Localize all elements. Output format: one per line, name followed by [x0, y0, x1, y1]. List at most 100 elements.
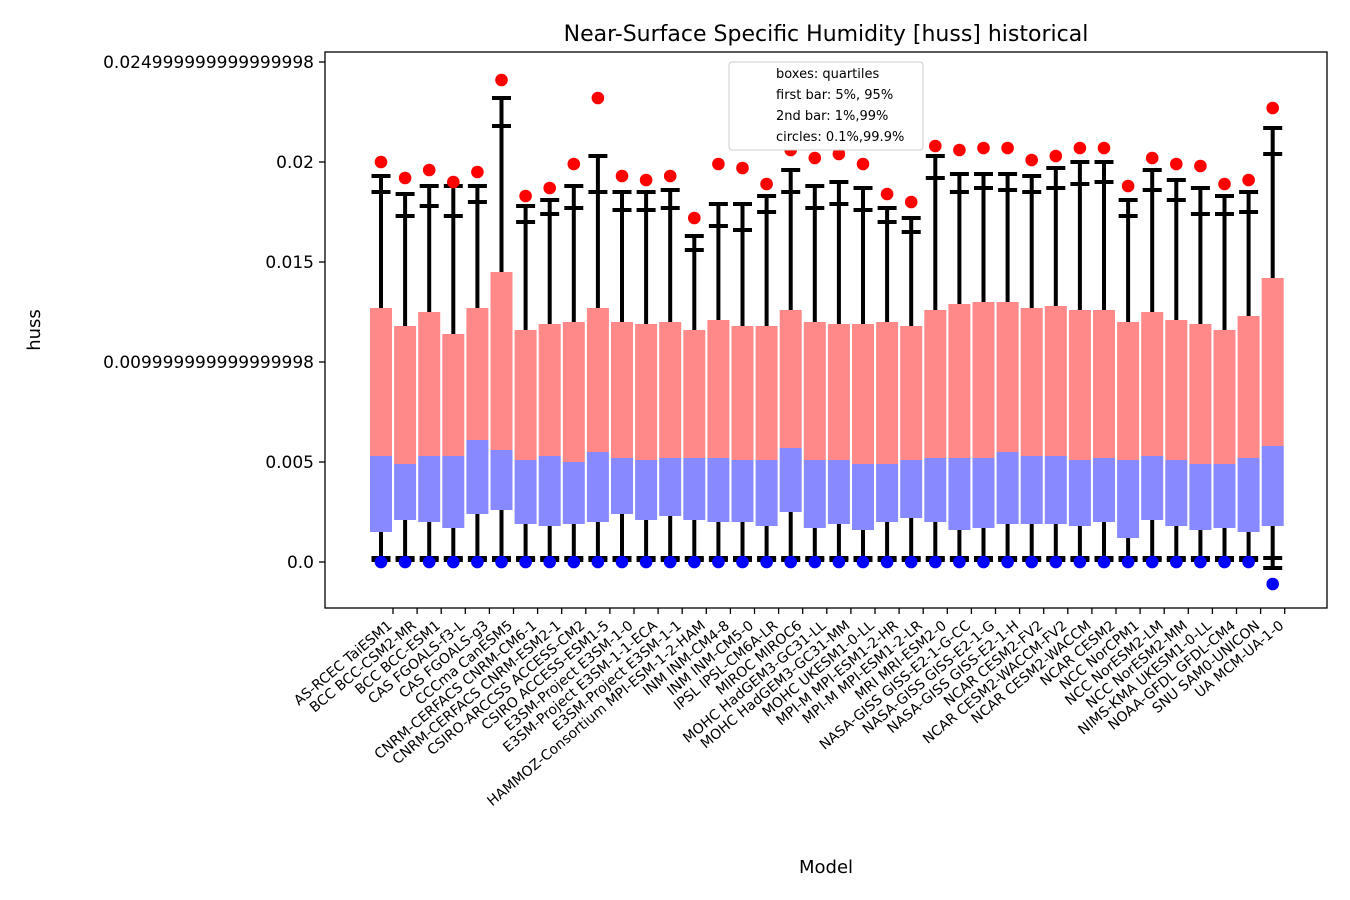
upper-quartile-box — [1237, 316, 1260, 458]
y-tick-label: 0.005 — [265, 453, 314, 473]
model-group — [466, 165, 489, 569]
upper-quartile-box — [755, 326, 778, 460]
upper-quartile-box — [1165, 320, 1188, 460]
circle-0-1 — [1025, 555, 1038, 569]
circle-0-1 — [760, 555, 773, 569]
circle-99-9 — [615, 169, 629, 183]
model-group — [1261, 101, 1284, 591]
upper-quartile-box — [1093, 310, 1115, 458]
model-group — [803, 151, 826, 569]
model-group — [755, 177, 778, 569]
y-tick-label: 0.02 — [276, 153, 314, 173]
lower-quartile-box — [827, 460, 850, 524]
lower-quartile-box — [1117, 460, 1140, 538]
circle-99-9 — [1194, 159, 1207, 173]
upper-quartile-box — [1117, 322, 1140, 460]
upper-quartile-box — [1020, 308, 1043, 456]
upper-quartile-box — [876, 322, 899, 464]
circle-0-1 — [1266, 577, 1279, 591]
circle-0-1 — [832, 555, 846, 569]
x-axis-label: Model — [799, 857, 853, 878]
circle-0-1 — [1121, 555, 1135, 569]
upper-quartile-box — [635, 324, 658, 460]
upper-quartile-box — [1044, 306, 1067, 456]
upper-quartile-box — [972, 302, 995, 458]
upper-quartile-box — [1068, 310, 1091, 460]
circle-0-1 — [1242, 555, 1255, 569]
lower-quartile-box — [924, 458, 947, 522]
model-group — [707, 157, 730, 569]
model-group — [1117, 179, 1140, 569]
circle-99-9 — [832, 147, 846, 161]
upper-quartile-box — [466, 308, 489, 440]
circle-0-1 — [977, 555, 990, 569]
lower-quartile-box — [1165, 460, 1188, 526]
model-group — [659, 169, 682, 569]
legend: boxes: quartiles first bar: 5%, 95% 2nd … — [728, 61, 924, 151]
circle-99-9 — [856, 157, 870, 171]
circle-0-1 — [639, 555, 653, 569]
legend-line-circles: circles: 0.1%,99.9% — [776, 130, 904, 145]
model-group — [1068, 141, 1091, 569]
y-axis-label: huss — [24, 309, 45, 351]
lower-quartile-box — [876, 464, 899, 522]
lower-quartile-box — [659, 458, 682, 516]
circle-0-1 — [495, 555, 508, 569]
axes-frame — [324, 51, 1328, 609]
lower-quartile-box — [996, 452, 1019, 524]
lower-quartile-box — [562, 462, 585, 524]
lower-quartile-box — [1261, 446, 1284, 526]
upper-quartile-box — [683, 330, 706, 458]
upper-quartile-box — [803, 322, 826, 460]
model-group — [731, 161, 754, 569]
model-group — [490, 73, 513, 569]
circle-99-9 — [1145, 151, 1159, 165]
circle-99-9 — [760, 177, 773, 191]
circle-0-1 — [1194, 555, 1207, 569]
lower-quartile-box — [1189, 464, 1212, 530]
lower-quartile-box — [683, 458, 706, 520]
legend-box — [728, 61, 924, 151]
circle-0-1 — [422, 555, 436, 569]
model-group — [1189, 159, 1212, 569]
lower-quartile-box — [1093, 458, 1115, 522]
lower-quartile-box — [442, 456, 465, 528]
lower-quartile-box — [370, 456, 392, 532]
chart-title: Near-Surface Specific Humidity [huss] hi… — [564, 22, 1089, 47]
circle-0-1 — [1145, 555, 1159, 569]
circle-99-9 — [880, 187, 894, 201]
circle-0-1 — [567, 555, 581, 569]
circle-99-9 — [712, 157, 725, 171]
upper-quartile-box — [418, 312, 441, 456]
upper-quartile-box — [1189, 324, 1212, 464]
circle-99-9 — [1073, 141, 1087, 155]
circle-0-1 — [398, 555, 412, 569]
upper-quartile-box — [996, 302, 1019, 452]
lower-quartile-box — [707, 458, 730, 522]
circle-99-9 — [1170, 157, 1183, 171]
circle-0-1 — [688, 555, 701, 569]
model-group — [635, 173, 658, 569]
y-tick-label: 0.009999999999999998 — [103, 353, 314, 373]
model-group — [1020, 153, 1043, 569]
circle-0-1 — [1001, 555, 1014, 569]
model-group — [948, 143, 971, 569]
lower-quartile-box — [418, 456, 441, 522]
model-group — [683, 211, 706, 569]
model-group — [852, 157, 874, 569]
circle-99-9 — [543, 181, 556, 195]
lower-quartile-box — [1068, 460, 1091, 526]
circle-99-9 — [1049, 149, 1063, 163]
upper-quartile-box — [514, 330, 537, 460]
circle-99-9 — [422, 163, 436, 177]
circle-99-9 — [1097, 141, 1111, 155]
upper-quartile-box — [731, 326, 754, 460]
circle-99-9 — [1121, 179, 1135, 193]
y-tick-label: 0.0 — [287, 553, 314, 573]
circle-99-9 — [447, 175, 460, 189]
model-group — [514, 189, 537, 569]
model-group — [924, 139, 947, 569]
model-group — [996, 141, 1019, 569]
lower-quartile-box — [731, 460, 754, 522]
lower-quartile-box — [1020, 456, 1043, 524]
